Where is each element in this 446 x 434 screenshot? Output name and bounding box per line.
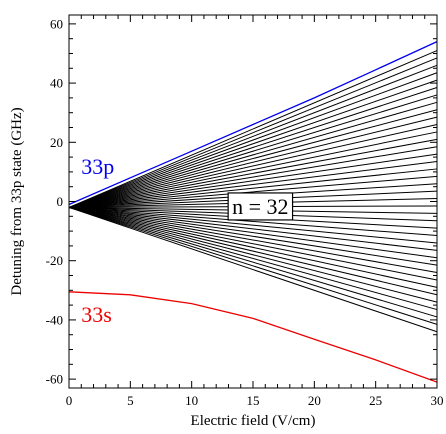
x-tick-label: 5 (127, 393, 134, 408)
x-tick-label: 25 (369, 393, 382, 408)
manifold-line-30 (68, 206, 438, 274)
y-tick-label: -60 (46, 372, 63, 387)
manifold-line-34 (68, 206, 438, 303)
x-tick-label: 10 (185, 393, 198, 408)
manifold-line-3 (68, 72, 438, 208)
manifold-line-16 (68, 168, 438, 208)
y-tick-label: 60 (50, 16, 63, 31)
manifold-line-12 (68, 138, 438, 208)
y-tick-label: -40 (46, 312, 63, 327)
y-tick-label: 20 (50, 135, 63, 150)
manifold-line-7 (68, 101, 438, 208)
manifold-line-38 (68, 206, 438, 333)
manifold-line-31 (68, 206, 438, 281)
series-line-33p (68, 41, 438, 206)
manifold-line-35 (68, 206, 438, 311)
manifold-line-6 (68, 94, 438, 208)
manifold-line-8 (68, 109, 438, 208)
manifold-line-25 (68, 206, 438, 237)
x-tick-label: 0 (66, 393, 73, 408)
series-label-33p: 33p (81, 154, 114, 179)
manifold-label: n = 32 (232, 194, 288, 219)
manifold-line-1 (68, 57, 438, 208)
y-tick-label: 0 (57, 194, 64, 209)
manifold-line-4 (68, 79, 438, 208)
manifold-line-11 (68, 131, 438, 208)
stark-manifold (68, 50, 438, 333)
x-tick-label: 30 (431, 393, 444, 408)
manifold-line-13 (68, 146, 438, 208)
y-axis-label: Detuning from 33p state (GHz) (9, 107, 25, 295)
manifold-line-15 (68, 161, 438, 208)
manifold-line-33 (68, 206, 438, 296)
annotations: 33p 33s n = 32 (81, 154, 294, 327)
x-tick-label: 15 (247, 393, 260, 408)
manifold-line-37 (68, 206, 438, 325)
series-layer (68, 41, 438, 383)
manifold-line-29 (68, 206, 438, 266)
y-tick-label: 40 (50, 76, 63, 91)
manifold-line-2 (68, 64, 438, 208)
x-axis-label: Electric field (V/cm) (191, 413, 316, 429)
manifold-line-5 (68, 87, 438, 208)
manifold-line-14 (68, 153, 438, 208)
manifold-line-0 (68, 50, 438, 208)
axis-ticks: 0 5 10 15 20 25 30 -60 -40 -20 0 20 40 60 (46, 15, 444, 408)
y-tick-label: -20 (46, 253, 63, 268)
series-label-33s: 33s (81, 302, 112, 327)
manifold-line-9 (68, 116, 438, 208)
manifold-line-36 (68, 206, 438, 318)
manifold-line-26 (68, 206, 438, 244)
manifold-line-28 (68, 206, 438, 259)
manifold-line-17 (68, 175, 438, 208)
manifold-line-32 (68, 206, 438, 288)
x-tick-label: 20 (308, 393, 321, 408)
manifold-label-box (227, 192, 294, 221)
manifold-line-27 (68, 206, 438, 251)
series-line-33s (68, 291, 438, 383)
manifold-line-10 (68, 124, 438, 208)
